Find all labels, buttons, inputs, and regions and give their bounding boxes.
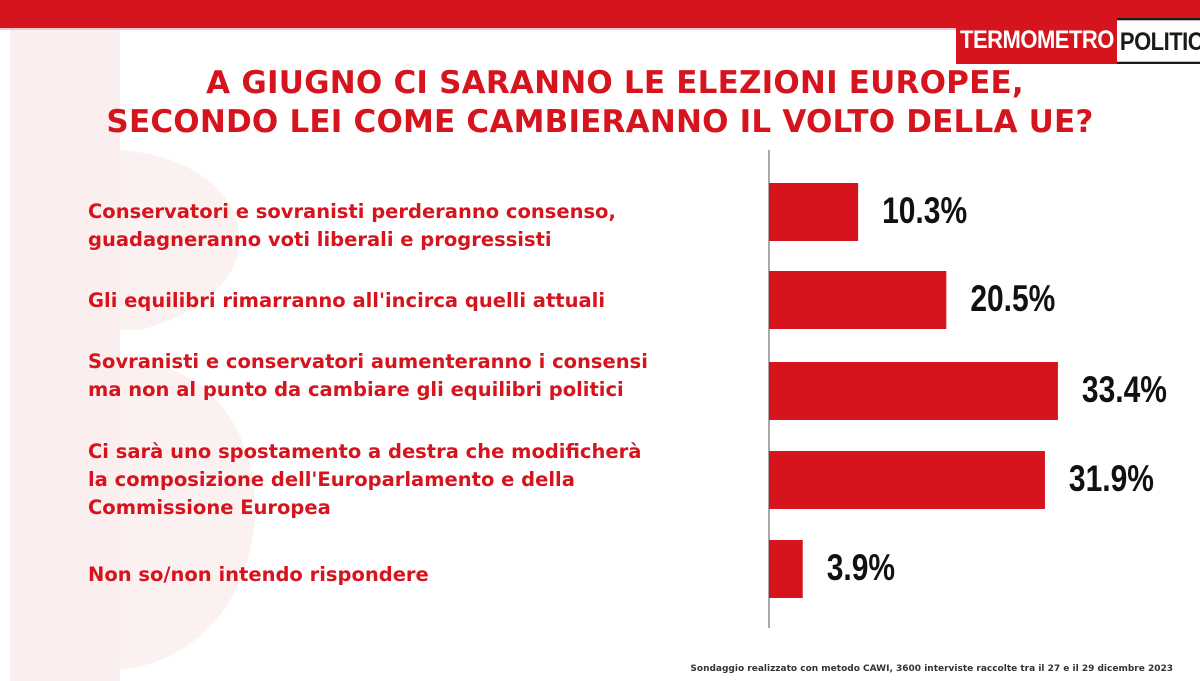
category-label-3-line-2: ma non al punto da cambiare gli equilibr… [88, 378, 624, 401]
category-label-2-line-1: Gli equilibri rimarranno all'incirca que… [88, 289, 605, 312]
value-label-2: 20.5% [970, 278, 1055, 320]
category-label-1-line-1: Conservatori e sovranisti perderanno con… [88, 200, 616, 223]
category-label-4-line-2: la composizione dell'Europarlamento e de… [88, 468, 575, 491]
bar-5 [769, 540, 803, 598]
top-accent-line [0, 28, 1200, 30]
value-label-5: 3.9% [827, 547, 895, 589]
bar-3 [769, 362, 1058, 420]
category-label-4-line-3: Commissione Europea [88, 496, 331, 519]
chart-title-line-1: A GIUGNO CI SARANNO LE ELEZIONI EUROPEE, [206, 65, 1024, 101]
category-label-1: Conservatori e sovranisti perderanno con… [88, 198, 616, 254]
value-label-1: 10.3% [882, 190, 967, 232]
category-label-4-line-1: Ci sarà uno spostamento a destra che mod… [88, 440, 642, 463]
chart-title: A GIUGNO CI SARANNO LE ELEZIONI EUROPEE,… [40, 64, 1160, 142]
category-label-1-line-2: guadagneranno voti liberali e progressis… [88, 228, 552, 251]
bar-4 [769, 451, 1045, 509]
category-label-5-line-1: Non so/non intendo rispondere [88, 563, 429, 586]
survey-footnote: Sondaggio realizzato con metodo CAWI, 36… [690, 664, 1173, 674]
category-label-2: Gli equilibri rimarranno all'incirca que… [88, 287, 605, 315]
watermark-letter-b [10, 30, 255, 681]
bar-2 [769, 271, 947, 329]
category-label-5: Non so/non intendo rispondere [88, 561, 429, 589]
value-label-3: 33.4% [1082, 369, 1167, 411]
category-label-3-line-1: Sovranisti e conservatori aumenteranno i… [88, 350, 648, 373]
value-label-4: 31.9% [1069, 458, 1154, 500]
category-label-4: Ci sarà uno spostamento a destra che mod… [88, 438, 641, 522]
brand-logo-part1: TERMOMETRO [956, 18, 1117, 64]
brand-logo: TERMOMETRO POLITICO [956, 18, 1200, 64]
category-label-3: Sovranisti e conservatori aumenteranno i… [88, 348, 648, 404]
brand-logo-part2: POLITICO [1116, 18, 1200, 64]
bar-1 [769, 183, 859, 241]
chart-title-line-2: SECONDO LEI COME CAMBIERANNO IL VOLTO DE… [106, 104, 1094, 140]
